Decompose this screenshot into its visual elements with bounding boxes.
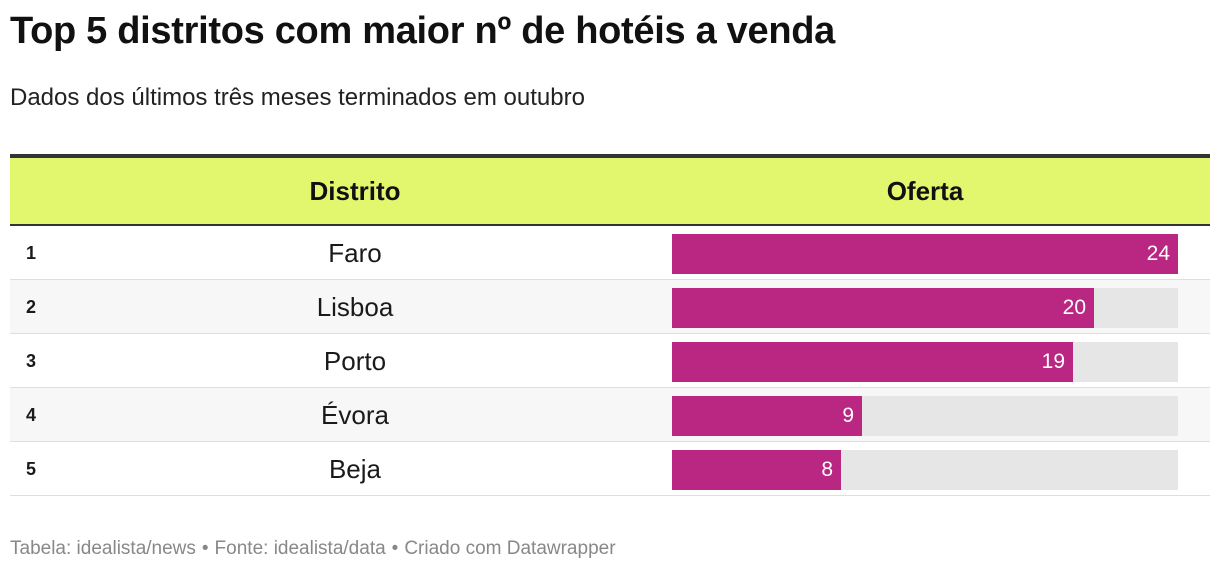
table-row: 3 Porto 19 — [10, 334, 1210, 388]
bar-value-label: 8 — [821, 458, 833, 481]
chart-title: Top 5 distritos com maior nº de hotéis a… — [10, 10, 835, 52]
row-distrito: Évora — [321, 400, 389, 430]
footer-source: Fonte: idealista/data — [214, 538, 386, 559]
row-distrito: Lisboa — [316, 292, 394, 322]
table-row: 4 Évora 9 — [10, 388, 1210, 442]
bar-track — [672, 450, 1178, 490]
row-rank: 2 — [26, 297, 37, 317]
bar-value-label: 20 — [1062, 296, 1086, 319]
bar-track — [672, 396, 1178, 436]
table-body: 1 Faro 24 2 Lisboa 20 3 Porto 19 4 Évora 9 5 Beja 8 — [10, 226, 1210, 496]
bar-oferta — [672, 234, 1178, 274]
table-header: Distrito Oferta — [10, 154, 1210, 226]
table-row: 2 Lisboa 20 — [10, 280, 1210, 334]
footer-created-with: Criado com Datawrapper — [404, 538, 616, 559]
row-rank: 5 — [26, 459, 37, 479]
footer-separator: • — [391, 538, 399, 559]
table-row: 1 Faro 24 — [10, 226, 1210, 280]
column-header-oferta[interactable]: Oferta — [886, 176, 964, 206]
row-rank: 3 — [26, 351, 37, 371]
row-distrito: Beja — [328, 454, 382, 484]
row-distrito: Faro — [328, 238, 382, 268]
bar-oferta — [672, 396, 862, 436]
footer: Tabela: idealista/news • Fonte: idealista/… — [10, 538, 616, 560]
bar-track — [672, 342, 1178, 382]
column-header-distrito[interactable]: Distrito — [309, 176, 401, 206]
bar-value-label: 9 — [842, 404, 854, 427]
bar-oferta — [672, 288, 1094, 328]
bar-track — [672, 234, 1178, 274]
bar-oferta — [672, 342, 1073, 382]
footer-separator: • — [201, 538, 209, 559]
row-rank: 4 — [26, 405, 37, 425]
bar-oferta — [672, 450, 841, 490]
data-table: Distrito Oferta 1 Faro 24 2 Lisboa 20 3 Porto 19… — [10, 154, 1210, 496]
bar-value-label: 24 — [1146, 242, 1170, 265]
bar-track — [672, 288, 1178, 328]
row-rank: 1 — [26, 243, 37, 263]
footer-table-credit: Tabela: idealista/news — [10, 538, 196, 559]
table-row: 5 Beja 8 — [10, 442, 1210, 496]
bar-value-label: 19 — [1041, 350, 1065, 373]
row-distrito: Porto — [323, 346, 387, 376]
chart-subtitle: Dados dos últimos três meses terminados … — [10, 84, 585, 111]
